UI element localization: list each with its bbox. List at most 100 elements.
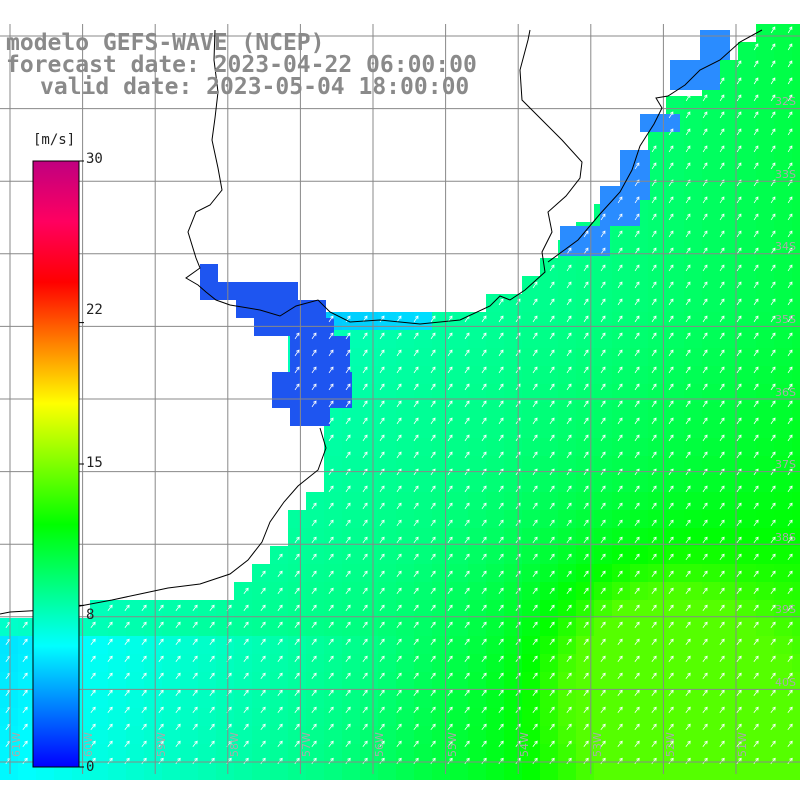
wind-arrow [413, 485, 419, 493]
wind-arrow [124, 655, 130, 663]
wind-arrow [328, 502, 334, 510]
wind-arrow [379, 706, 385, 713]
wind-arrow [396, 536, 402, 544]
wind-arrow [719, 264, 725, 272]
wind-arrow [634, 757, 640, 764]
wind-arrow [175, 672, 181, 680]
wind-arrow [413, 366, 419, 374]
wind-arrow [770, 587, 776, 595]
wind-arrow [702, 553, 708, 561]
wind-arrow [617, 230, 623, 238]
wind-arrow [702, 281, 708, 289]
wind-arrow [175, 723, 181, 730]
wind-arrow [753, 145, 759, 153]
wind-arrow [753, 434, 759, 442]
wind-arrow [277, 570, 283, 578]
wind-arrow [634, 723, 640, 730]
wind-arrow [668, 757, 674, 764]
title-forecast-date: forecast date: 2023-04-22 06:00:00 [6, 52, 477, 78]
wind-arrow [447, 349, 453, 357]
wind-arrow [90, 689, 96, 697]
wind-arrow [719, 213, 725, 221]
wind-arrow [600, 213, 606, 221]
wind-arrow [294, 638, 300, 646]
wind-arrow [685, 298, 691, 306]
wind-arrow [447, 672, 453, 680]
wind-arrow [787, 247, 793, 255]
wind-arrow [413, 638, 419, 646]
wind-arrow [617, 315, 623, 323]
wind-arrow [294, 672, 300, 680]
wind-arrow [685, 315, 691, 323]
wind-arrow [685, 587, 691, 595]
wind-arrow [311, 706, 317, 713]
wind-arrow [90, 740, 96, 747]
wind-arrow [787, 366, 793, 374]
wind-arrow [362, 349, 368, 357]
wind-arrow [617, 298, 623, 306]
wind-arrow [107, 757, 113, 764]
wind-arrow [464, 689, 470, 697]
wind-arrow [634, 536, 640, 544]
wind-arrow [379, 383, 385, 391]
wind-arrow [787, 553, 793, 561]
lon-label: 54W [518, 732, 531, 757]
wind-arrow [770, 196, 776, 204]
wind-arrow [600, 298, 606, 306]
wind-arrow [566, 621, 572, 629]
wind-arrow [600, 672, 606, 680]
wind-arrow [770, 740, 776, 747]
wind-arrow [379, 553, 385, 561]
wind-arrow [328, 332, 334, 340]
wind-arrow [719, 434, 725, 442]
wind-arrow [362, 383, 368, 391]
wind-arrow [651, 757, 657, 764]
lon-label: 55W [446, 732, 459, 757]
wind-arrow [549, 536, 555, 544]
wind-arrow [753, 536, 759, 544]
wind-arrow [787, 536, 793, 544]
lon-label: 57W [300, 732, 313, 757]
wind-arrow [702, 757, 708, 764]
lat-lon-grid [0, 24, 800, 774]
wind-arrow [379, 332, 385, 340]
wind-arrow [549, 332, 555, 340]
wind-arrow [736, 77, 742, 85]
wind-arrow [549, 434, 555, 442]
wind-arrow [549, 451, 555, 459]
wind-arrow [243, 672, 249, 680]
wind-arrow [345, 757, 351, 764]
wind-arrow [396, 570, 402, 578]
wind-arrow [719, 111, 725, 119]
wind-arrow [770, 230, 776, 238]
wind-arrow [549, 315, 555, 323]
wind-arrow [651, 689, 657, 697]
wind-arrow [600, 281, 606, 289]
wind-arrow [634, 298, 640, 306]
lat-label: 39S [775, 603, 796, 616]
wind-arrow [447, 604, 453, 612]
wind-arrow [345, 417, 351, 425]
wind-arrow [787, 570, 793, 578]
wind-arrow [702, 570, 708, 578]
wind-arrow [787, 26, 793, 34]
wind-arrow [447, 570, 453, 578]
wind-arrow [107, 638, 113, 646]
wind-arrow [668, 536, 674, 544]
wind-arrow [549, 519, 555, 527]
wind-arrow [294, 621, 300, 629]
wind-arrow [464, 383, 470, 391]
wind-arrow [481, 349, 487, 357]
wind-arrow [481, 689, 487, 697]
wind-arrow [617, 587, 623, 595]
wind-arrow [498, 553, 504, 561]
wind-arrow [566, 655, 572, 663]
wind-arrow [719, 655, 725, 663]
wind-arrow [430, 519, 436, 527]
wind-arrow [736, 94, 742, 102]
wind-arrow [379, 740, 385, 747]
wind-arrow [328, 706, 334, 713]
wind-arrow [702, 485, 708, 493]
wind-arrow [311, 536, 317, 544]
wind-arrow [770, 43, 776, 51]
